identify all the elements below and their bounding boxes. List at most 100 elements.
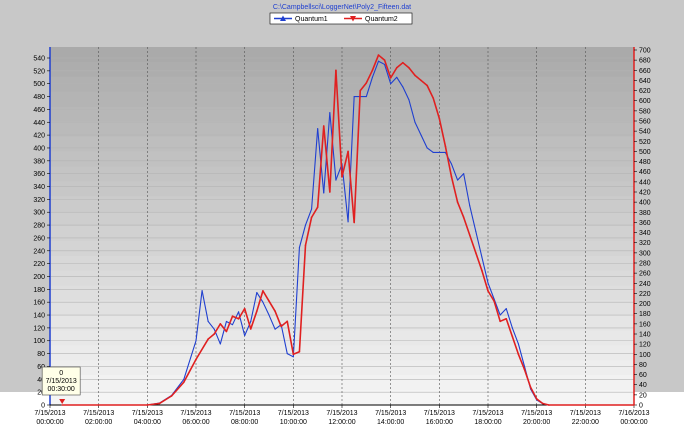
- data-point[interactable]: [292, 353, 294, 355]
- data-point[interactable]: [170, 395, 172, 397]
- data-point[interactable]: [456, 179, 458, 181]
- data-point[interactable]: [347, 221, 349, 223]
- data-point[interactable]: [487, 282, 489, 284]
- data-point[interactable]: [469, 205, 471, 207]
- data-point[interactable]: [371, 76, 373, 78]
- data-point[interactable]: [256, 310, 258, 312]
- data-point[interactable]: [262, 290, 264, 292]
- data-point[interactable]: [377, 60, 379, 62]
- data-point[interactable]: [298, 351, 300, 353]
- data-point[interactable]: [469, 234, 471, 236]
- data-point[interactable]: [231, 323, 233, 325]
- data-point[interactable]: [505, 307, 507, 309]
- data-point[interactable]: [414, 121, 416, 123]
- data-point[interactable]: [323, 192, 325, 194]
- data-point[interactable]: [353, 95, 355, 97]
- data-point[interactable]: [195, 358, 197, 360]
- data-point[interactable]: [475, 252, 477, 254]
- data-point[interactable]: [420, 79, 422, 81]
- data-point[interactable]: [250, 320, 252, 322]
- data-point[interactable]: [633, 404, 635, 406]
- data-point[interactable]: [304, 224, 306, 226]
- data-point[interactable]: [243, 334, 245, 336]
- data-point[interactable]: [286, 352, 288, 354]
- data-point[interactable]: [444, 145, 446, 147]
- data-point[interactable]: [219, 343, 221, 345]
- data-point[interactable]: [250, 328, 252, 330]
- data-point[interactable]: [195, 340, 197, 342]
- data-point[interactable]: [274, 310, 276, 312]
- data-point[interactable]: [377, 54, 379, 56]
- data-point[interactable]: [201, 289, 203, 291]
- data-point[interactable]: [475, 230, 477, 232]
- data-point[interactable]: [213, 328, 215, 330]
- data-point[interactable]: [505, 318, 507, 320]
- data-point[interactable]: [438, 117, 440, 119]
- data-point[interactable]: [256, 291, 258, 293]
- data-point[interactable]: [298, 246, 300, 248]
- data-point[interactable]: [481, 269, 483, 271]
- data-point[interactable]: [243, 307, 245, 309]
- data-point[interactable]: [450, 163, 452, 165]
- data-point[interactable]: [286, 320, 288, 322]
- data-point[interactable]: [225, 320, 227, 322]
- data-point[interactable]: [517, 353, 519, 355]
- data-point[interactable]: [517, 343, 519, 345]
- data-point[interactable]: [207, 320, 209, 322]
- data-point[interactable]: [487, 290, 489, 292]
- data-point[interactable]: [274, 328, 276, 330]
- data-point[interactable]: [341, 176, 343, 178]
- data-point[interactable]: [408, 67, 410, 69]
- data-point[interactable]: [389, 77, 391, 79]
- data-point[interactable]: [396, 67, 398, 69]
- data-point[interactable]: [329, 191, 331, 193]
- data-point[interactable]: [535, 398, 537, 400]
- data-point[interactable]: [323, 125, 325, 127]
- data-point[interactable]: [511, 335, 513, 337]
- data-point[interactable]: [402, 86, 404, 88]
- data-point[interactable]: [383, 59, 385, 61]
- data-point[interactable]: [408, 99, 410, 101]
- data-point[interactable]: [462, 172, 464, 174]
- data-point[interactable]: [225, 330, 227, 332]
- data-point[interactable]: [389, 83, 391, 85]
- data-point[interactable]: [316, 206, 318, 208]
- data-point[interactable]: [365, 95, 367, 97]
- data-point[interactable]: [353, 221, 355, 223]
- data-point[interactable]: [511, 327, 513, 329]
- data-point[interactable]: [432, 97, 434, 99]
- data-point[interactable]: [542, 402, 544, 404]
- data-point[interactable]: [268, 300, 270, 302]
- data-point[interactable]: [462, 216, 464, 218]
- data-point[interactable]: [316, 127, 318, 129]
- data-point[interactable]: [426, 147, 428, 149]
- data-point[interactable]: [432, 151, 434, 153]
- data-point[interactable]: [523, 368, 525, 370]
- data-point[interactable]: [335, 69, 337, 71]
- data-point[interactable]: [61, 404, 63, 406]
- data-point[interactable]: [183, 381, 185, 383]
- data-point[interactable]: [359, 89, 361, 91]
- data-point[interactable]: [146, 404, 148, 406]
- data-point[interactable]: [365, 82, 367, 84]
- data-point[interactable]: [420, 134, 422, 136]
- data-point[interactable]: [371, 69, 373, 71]
- data-point[interactable]: [450, 176, 452, 178]
- data-point[interactable]: [426, 84, 428, 86]
- data-point[interactable]: [237, 311, 239, 313]
- data-point[interactable]: [237, 318, 239, 320]
- data-point[interactable]: [310, 216, 312, 218]
- data-point[interactable]: [310, 208, 312, 210]
- data-point[interactable]: [493, 300, 495, 302]
- data-point[interactable]: [280, 325, 282, 327]
- data-point[interactable]: [231, 315, 233, 317]
- data-point[interactable]: [499, 320, 501, 322]
- data-point[interactable]: [335, 179, 337, 181]
- data-point[interactable]: [414, 74, 416, 76]
- data-point[interactable]: [396, 76, 398, 78]
- data-point[interactable]: [207, 338, 209, 340]
- data-point[interactable]: [219, 323, 221, 325]
- data-point[interactable]: [347, 150, 349, 152]
- data-point[interactable]: [548, 404, 550, 406]
- data-point[interactable]: [456, 201, 458, 203]
